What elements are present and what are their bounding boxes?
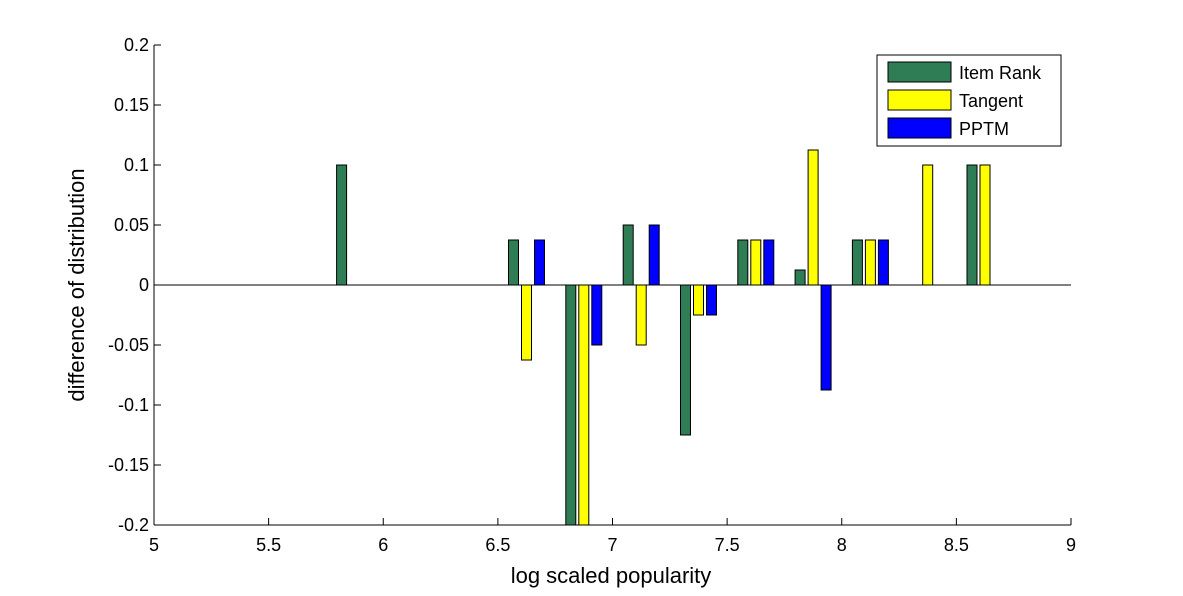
bar-item-rank-7 <box>851 239 863 286</box>
x-tick-label-6: 8 <box>837 535 847 555</box>
bar-tangent-3 <box>635 284 647 346</box>
bar-tangent-9 <box>979 164 991 286</box>
x-tick-label-5: 7.5 <box>715 535 740 555</box>
y-tick-label-2: 0.1 <box>124 155 149 175</box>
x-tick-label-0: 5 <box>149 535 159 555</box>
bar-tangent-5 <box>750 239 762 286</box>
bar-item-rank-6 <box>794 269 806 286</box>
x-tick-label-4: 7 <box>607 535 617 555</box>
bar-pptm-4 <box>706 284 717 316</box>
bar-pptm-2 <box>591 284 603 346</box>
axes-group: 5 5.5 6 6.5 7 7.5 8 8.5 9 0.2 0.15 0.1 0.05 0 -0.05 -0.… <box>108 35 1076 555</box>
bar-tangent-1 <box>521 284 532 361</box>
legend-swatch-2 <box>887 117 952 139</box>
legend-label-1: Tangent <box>959 91 1023 111</box>
x-tick-label-8: 9 <box>1066 535 1076 555</box>
bar-item-rank-1 <box>508 239 519 286</box>
y-tick-label-1: 0.15 <box>114 95 149 115</box>
legend-label-2: PPTM <box>959 119 1009 139</box>
y-tick-label-5: -0.05 <box>108 335 149 355</box>
bar-tangent-4 <box>693 284 704 316</box>
bar-tangent-6 <box>807 149 819 286</box>
bar-pptm-5 <box>763 239 775 286</box>
bar-pptm-1 <box>534 239 545 286</box>
bar-item-rank-4 <box>680 284 691 436</box>
bar-item-rank-3 <box>622 224 634 286</box>
bar-item-rank-5 <box>737 239 749 286</box>
y-tick-label-7: -0.15 <box>108 455 149 475</box>
x-axis-label: log scaled popularity <box>511 563 712 588</box>
y-tick-label-4: 0 <box>139 275 149 295</box>
bar-item-rank-2 <box>565 284 577 526</box>
y-tick-label-8: -0.2 <box>118 515 149 535</box>
bar-tangent-2 <box>578 284 590 526</box>
legend-swatch-0 <box>887 61 952 83</box>
legend: Item Rank Tangent PPTM <box>876 54 1062 147</box>
y-tick-label-0: 0.2 <box>124 35 149 55</box>
legend-label-0: Item Rank <box>959 63 1042 83</box>
bar-item-rank-9 <box>966 164 978 286</box>
x-tick-label-3: 6.5 <box>485 535 510 555</box>
x-tick-label-1: 5.5 <box>256 535 281 555</box>
x-tick-label-2: 6 <box>378 535 388 555</box>
bar-tangent-7 <box>864 239 876 286</box>
bar-pptm-7 <box>877 239 889 286</box>
bars-group <box>336 149 991 526</box>
bar-item-rank-0 <box>336 164 348 286</box>
y-axis-label: difference of distribution <box>64 168 89 401</box>
y-tick-label-6: -0.1 <box>118 395 149 415</box>
bar-tangent-8 <box>922 164 934 286</box>
x-tick-label-7: 8.5 <box>944 535 969 555</box>
y-tick-label-3: 0.05 <box>114 215 149 235</box>
legend-swatch-1 <box>887 89 952 111</box>
bar-pptm-6 <box>820 284 832 391</box>
bar-pptm-3 <box>648 224 660 286</box>
